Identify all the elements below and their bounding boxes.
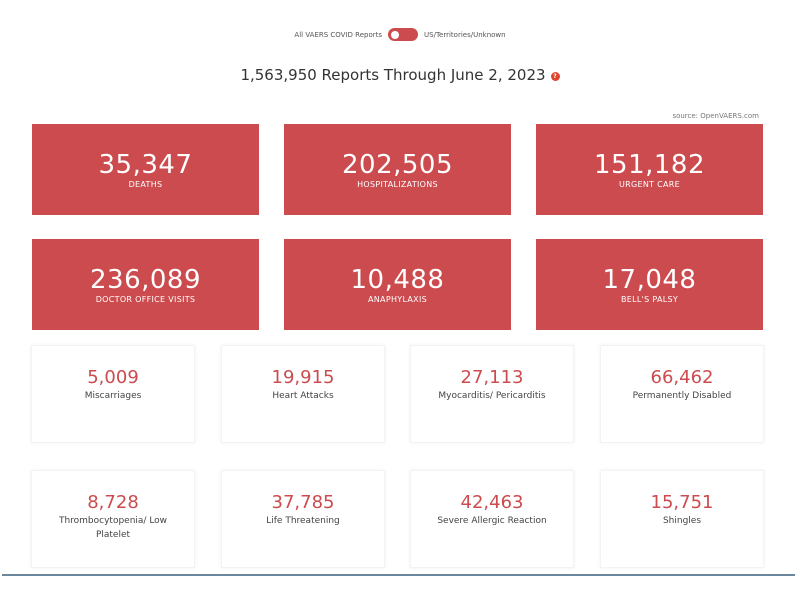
stat-value: 15,751 — [650, 492, 714, 513]
stat-value: 35,347 — [98, 149, 193, 180]
stat-value: 10,488 — [350, 264, 445, 295]
page-title-row: 1,563,950 Reports Through June 2, 2023 ? — [0, 66, 800, 84]
stat-label: URGENT CARE — [618, 179, 681, 189]
switch-knob — [391, 30, 400, 39]
stat-label: Myocarditis/ Pericarditis — [438, 391, 546, 401]
report-scope-toggle-row: All VAERS COVID Reports US/Territories/U… — [0, 28, 800, 41]
stat-label: Severe Allergic Reaction — [437, 516, 547, 526]
report-scope-switch[interactable] — [388, 28, 419, 41]
stat-value: 8,728 — [87, 492, 139, 513]
stat-label: Heart Attacks — [272, 391, 334, 401]
stat-card-heart-attacks: 19,915 Heart Attacks — [221, 345, 385, 443]
stat-card-urgent-care: 151,182 URGENT CARE — [536, 124, 763, 215]
toggle-left-label[interactable]: All VAERS COVID Reports — [294, 30, 383, 39]
stat-card-doctor-office-visits: 236,089 DOCTOR OFFICE VISITS — [32, 239, 259, 330]
stat-card-bells-palsy: 17,048 BELL'S PALSY — [536, 239, 763, 330]
stat-card-hospitalizations: 202,505 HOSPITALIZATIONS — [284, 124, 511, 215]
stat-value: 236,089 — [89, 264, 202, 295]
stat-value: 17,048 — [602, 264, 697, 295]
stat-label: ANAPHYLAXIS — [368, 294, 427, 304]
stat-label: HOSPITALIZATIONS — [357, 179, 438, 189]
stat-card-thrombocytopenia: 8,728 Thrombocytopenia/ Low Platelet — [31, 470, 195, 568]
stat-card-shingles: 15,751 Shingles — [600, 470, 764, 568]
page-title: 1,563,950 Reports Through June 2, 2023 — [240, 66, 546, 84]
stat-label: Life Threatening — [266, 516, 340, 526]
stat-label: Thrombocytopenia/ Low Platelet — [58, 516, 168, 540]
source-text: source: OpenVAERS.com — [672, 112, 759, 120]
bottom-divider — [2, 574, 795, 576]
toggle-right-label[interactable]: US/Territories/Unknown — [424, 30, 506, 39]
stat-card-miscarriages: 5,009 Miscarriages — [31, 345, 195, 443]
stat-card-life-threatening: 37,785 Life Threatening — [221, 470, 385, 568]
stat-card-anaphylaxis: 10,488 ANAPHYLAXIS — [284, 239, 511, 330]
stat-value: 37,785 — [271, 492, 335, 513]
stat-card-permanently-disabled: 66,462 Permanently Disabled — [600, 345, 764, 443]
stat-label: Shingles — [662, 516, 702, 526]
help-icon[interactable]: ? — [550, 72, 560, 81]
stat-label: DEATHS — [128, 179, 163, 189]
stat-card-deaths: 35,347 DEATHS — [32, 124, 259, 215]
stat-value: 19,915 — [271, 367, 335, 388]
stat-value: 27,113 — [460, 367, 524, 388]
stat-value: 42,463 — [460, 492, 524, 513]
stat-card-myocarditis: 27,113 Myocarditis/ Pericarditis — [410, 345, 574, 443]
stat-value: 202,505 — [341, 149, 454, 180]
stat-label: BELL'S PALSY — [620, 294, 679, 304]
stat-value: 5,009 — [87, 367, 139, 388]
stat-label: Miscarriages — [84, 391, 142, 401]
stat-card-severe-allergic-reaction: 42,463 Severe Allergic Reaction — [410, 470, 574, 568]
stat-label: Permanently Disabled — [632, 391, 732, 401]
stat-label: DOCTOR OFFICE VISITS — [95, 294, 196, 304]
stat-value: 151,182 — [593, 149, 706, 180]
stat-value: 66,462 — [650, 367, 714, 388]
